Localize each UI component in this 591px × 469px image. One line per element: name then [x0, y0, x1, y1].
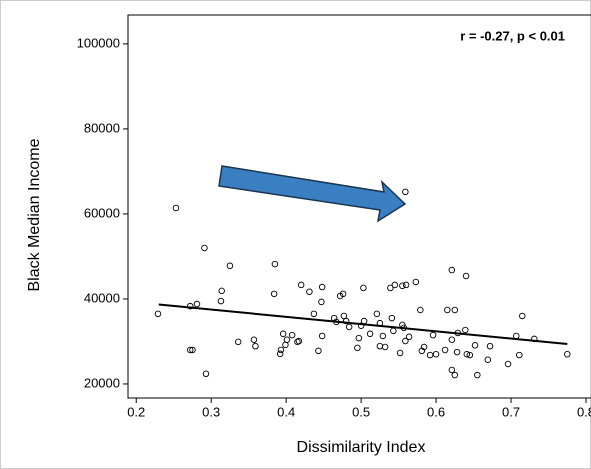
point — [252, 342, 259, 350]
point — [315, 347, 322, 355]
point — [379, 332, 387, 340]
point — [306, 288, 313, 295]
point — [189, 346, 196, 354]
point — [399, 282, 406, 290]
point — [396, 349, 404, 357]
plot-frame — [127, 14, 591, 399]
x-tick-label: 0.7 — [502, 404, 520, 419]
point — [412, 278, 420, 286]
point — [484, 356, 492, 363]
point — [429, 331, 437, 339]
point — [366, 330, 374, 338]
point — [420, 343, 428, 351]
point — [295, 337, 303, 345]
point — [342, 317, 350, 325]
point — [451, 371, 459, 379]
point — [474, 371, 481, 379]
point — [193, 300, 201, 308]
point — [310, 310, 318, 318]
x-tick-label: 0.2 — [127, 404, 145, 419]
point — [202, 370, 210, 378]
point — [444, 306, 451, 314]
point — [357, 322, 365, 329]
point — [282, 341, 289, 349]
point — [270, 290, 278, 298]
point — [355, 334, 363, 342]
point — [519, 312, 526, 320]
point — [466, 351, 474, 359]
point — [373, 310, 381, 318]
point — [463, 350, 471, 358]
point — [462, 272, 470, 280]
point — [186, 302, 194, 310]
point — [388, 314, 396, 322]
point — [360, 284, 367, 292]
y-axis-label: Black Median Income — [26, 138, 43, 291]
x-axis-label: Dissimilarity Index — [297, 439, 426, 456]
point — [448, 336, 456, 344]
point — [277, 346, 285, 354]
point — [448, 366, 456, 374]
point — [345, 323, 353, 331]
point — [402, 188, 409, 196]
point — [462, 326, 469, 334]
point — [387, 284, 394, 292]
point — [297, 281, 305, 289]
point — [172, 204, 180, 212]
point — [186, 346, 194, 354]
x-tick-label: 0.4 — [277, 404, 295, 419]
arrow — [218, 165, 407, 223]
x-tick-label: 0.6 — [427, 404, 445, 419]
point — [201, 244, 208, 252]
point — [218, 287, 225, 295]
point — [279, 330, 287, 338]
point — [405, 333, 413, 341]
y-tick-label: 100000 — [77, 35, 120, 50]
point — [294, 338, 301, 346]
y-tick-label: 40000 — [84, 290, 120, 305]
point — [271, 260, 279, 268]
point — [391, 281, 399, 289]
point — [381, 343, 389, 351]
point — [354, 344, 361, 352]
point — [288, 331, 296, 339]
point — [417, 306, 424, 314]
point — [564, 350, 571, 358]
x-tick-label: 0.3 — [202, 404, 220, 419]
point — [402, 337, 409, 345]
point — [486, 342, 494, 350]
point — [339, 290, 347, 298]
y-tick-label: 80000 — [84, 120, 120, 135]
x-tick-label: 0.5 — [352, 404, 370, 419]
point — [402, 281, 410, 289]
annotation: r = -0.27, p < 0.01 — [460, 28, 565, 43]
point — [471, 342, 479, 349]
point — [451, 306, 459, 314]
point — [234, 338, 242, 346]
y-tick-label: 60000 — [84, 205, 120, 220]
point — [276, 350, 284, 358]
point — [250, 336, 258, 344]
point — [217, 297, 225, 305]
point — [448, 266, 456, 274]
x-tick-label: 0.8 — [577, 404, 591, 419]
point — [318, 298, 325, 306]
point — [516, 351, 523, 359]
point — [318, 283, 326, 291]
fit-line — [158, 303, 568, 346]
point — [453, 348, 461, 356]
point — [154, 310, 162, 318]
point — [318, 332, 326, 340]
point — [504, 360, 512, 368]
y-tick-label: 20000 — [84, 375, 120, 390]
point — [426, 351, 434, 359]
point — [432, 350, 440, 358]
point — [441, 346, 449, 354]
point — [226, 262, 234, 270]
